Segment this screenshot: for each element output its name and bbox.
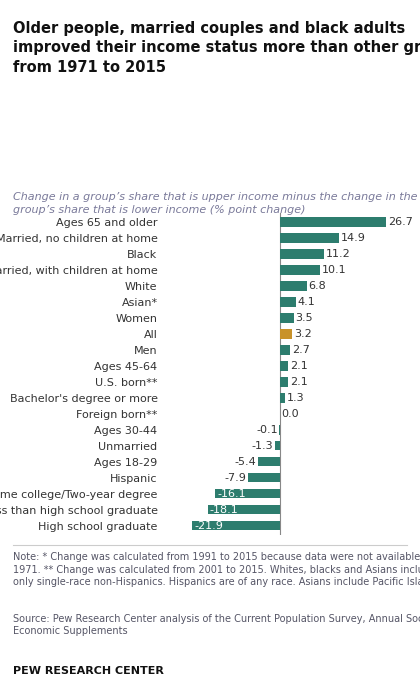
Text: Note: * Change was calculated from 1991 to 2015 because data were not available : Note: * Change was calculated from 1991 … <box>13 552 420 587</box>
Bar <box>280 297 296 307</box>
Bar <box>280 233 339 243</box>
Text: PEW RESEARCH CENTER: PEW RESEARCH CENTER <box>13 665 163 676</box>
Text: -1.3: -1.3 <box>251 440 273 451</box>
Text: -0.1: -0.1 <box>256 425 278 435</box>
Text: 26.7: 26.7 <box>388 217 413 227</box>
Bar <box>215 489 280 498</box>
Bar <box>280 314 294 323</box>
Text: Source: Pew Research Center analysis of the Current Population Survey, Annual So: Source: Pew Research Center analysis of … <box>13 614 420 637</box>
Text: 0.0: 0.0 <box>281 409 299 418</box>
Bar <box>275 441 280 451</box>
Bar <box>280 361 288 370</box>
Text: 14.9: 14.9 <box>341 233 366 244</box>
Text: -5.4: -5.4 <box>235 457 257 466</box>
Text: 2.7: 2.7 <box>292 345 310 355</box>
Bar <box>192 521 280 530</box>
Bar <box>280 281 307 291</box>
Text: 4.1: 4.1 <box>298 297 315 307</box>
Text: 6.8: 6.8 <box>308 281 326 291</box>
Text: -18.1: -18.1 <box>210 504 238 514</box>
Text: 3.5: 3.5 <box>295 313 313 323</box>
Bar <box>280 377 288 387</box>
Text: 1.3: 1.3 <box>286 393 304 403</box>
Text: 3.2: 3.2 <box>294 329 312 339</box>
Text: 11.2: 11.2 <box>326 249 351 259</box>
Text: -16.1: -16.1 <box>218 488 246 499</box>
Text: -7.9: -7.9 <box>225 473 247 483</box>
Bar <box>280 345 291 355</box>
Text: -21.9: -21.9 <box>194 521 223 530</box>
Bar <box>280 329 292 339</box>
Text: 10.1: 10.1 <box>322 265 346 275</box>
Bar <box>280 217 386 227</box>
Bar <box>258 457 280 466</box>
Bar <box>280 393 285 403</box>
Bar <box>280 250 324 259</box>
Text: Change in a group’s share that is upper income minus the change in the
group’s s: Change in a group’s share that is upper … <box>13 192 417 215</box>
Text: Older people, married couples and black adults
improved their income status more: Older people, married couples and black … <box>13 21 420 75</box>
Bar <box>248 473 280 482</box>
Bar <box>280 265 320 275</box>
Text: 2.1: 2.1 <box>290 361 307 371</box>
Text: 2.1: 2.1 <box>290 377 307 387</box>
Bar <box>207 505 280 514</box>
